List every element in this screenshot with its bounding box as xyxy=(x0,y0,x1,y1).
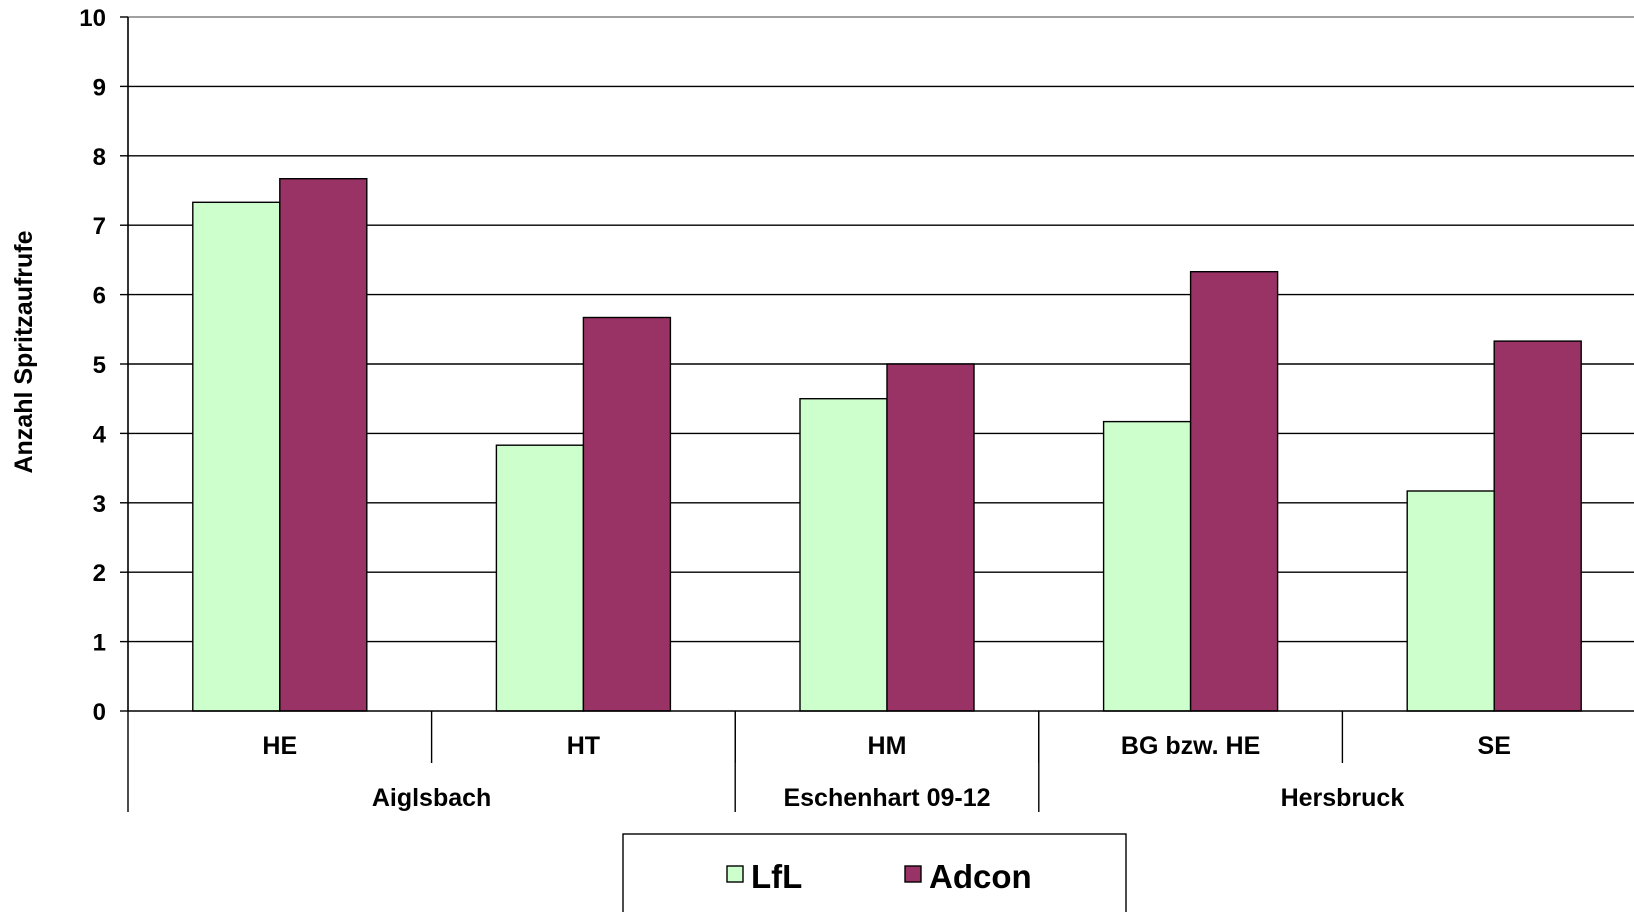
x-category-label: HM xyxy=(868,732,907,760)
bar-adcon-he xyxy=(279,178,368,712)
x-group-label: Aiglsbach xyxy=(372,784,491,812)
legend-label-adcon: Adcon xyxy=(929,858,1032,895)
y-tick-label: 7 xyxy=(93,213,106,240)
y-tick-label: 9 xyxy=(93,74,106,101)
x-category-label: BG bzw. HE xyxy=(1121,732,1260,760)
bar-adcon-hm xyxy=(886,363,975,712)
bar-adcon-bg-bzw-he xyxy=(1189,270,1279,712)
x-category-label: HE xyxy=(262,732,297,760)
y-tick-labels: 0 1 2 3 4 5 6 7 8 9 10 xyxy=(79,5,106,726)
y-tick-label: 8 xyxy=(93,144,106,171)
legend-label-lfl: LfL xyxy=(751,858,802,895)
y-tick-label: 10 xyxy=(79,5,106,32)
bar-lfl-hm xyxy=(799,398,888,712)
y-tick-label: 5 xyxy=(93,352,106,379)
x-group-label: Hersbruck xyxy=(1281,784,1405,812)
y-tick-label: 1 xyxy=(93,630,106,657)
x-group-labels: Aiglsbach Eschenhart 09-12 Hersbruck xyxy=(372,784,1404,812)
y-tick-label: 4 xyxy=(93,421,107,448)
bar-lfl-se xyxy=(1406,490,1495,712)
gridlines xyxy=(128,16,1634,643)
y-axis-label: Anzahl Spritzaufrufe xyxy=(10,230,38,473)
legend: LfL Adcon xyxy=(622,833,1127,912)
y-tick-label: 6 xyxy=(93,283,106,310)
y-tick-label: 3 xyxy=(93,491,106,518)
y-tick-label: 0 xyxy=(93,699,106,726)
legend-swatch-adcon xyxy=(904,865,922,883)
legend-box xyxy=(622,833,1127,912)
x-category-label: SE xyxy=(1478,732,1511,760)
x-category-labels: HE HT HM BG bzw. HE SE xyxy=(262,732,1510,760)
x-group-label: Eschenhart 09-12 xyxy=(783,784,990,812)
bar-lfl-bg-bzw-he xyxy=(1102,420,1192,712)
bar-lfl-he xyxy=(192,201,281,712)
legend-swatch-lfl xyxy=(726,865,744,883)
bar-adcon-se xyxy=(1493,340,1582,712)
axes xyxy=(120,16,1634,812)
bar-lfl-ht xyxy=(495,444,585,712)
bar-adcon-ht xyxy=(582,316,672,712)
y-tick-label: 2 xyxy=(93,560,106,587)
x-category-label: HT xyxy=(567,732,600,760)
bars xyxy=(192,178,1582,712)
